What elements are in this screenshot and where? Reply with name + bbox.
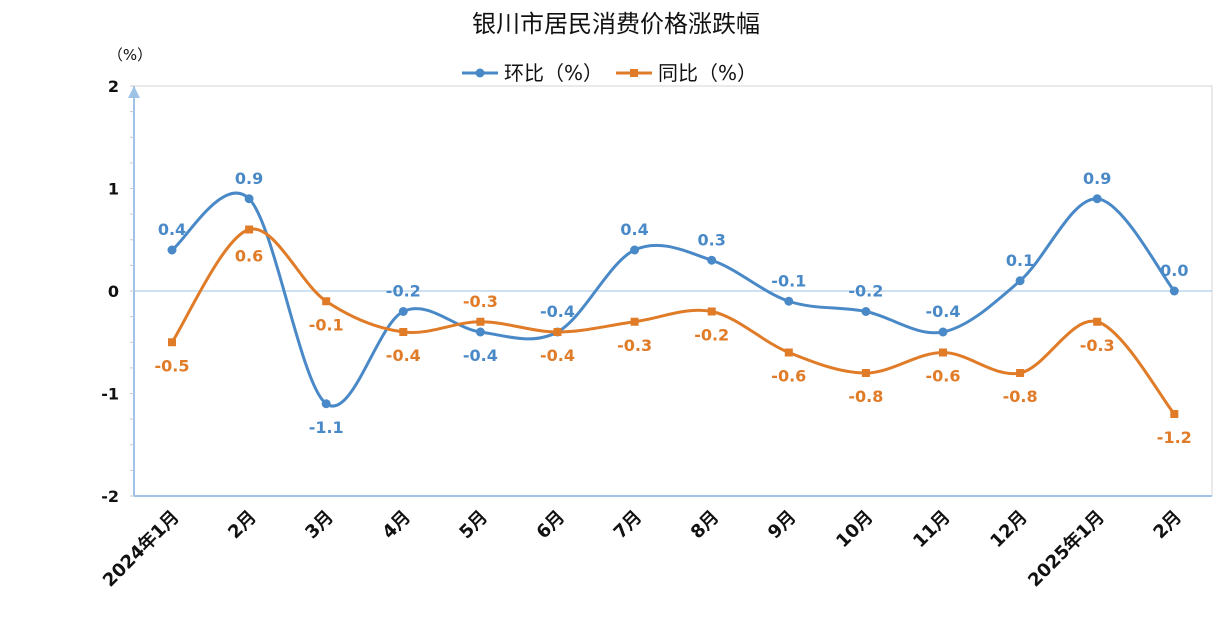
data-point [861, 369, 870, 377]
data-point [244, 194, 254, 204]
data-label: -0.4 [540, 346, 575, 365]
data-point [1016, 369, 1025, 377]
plot-area: 0.4 0.9 -1.1 -0.2 -0.4 -0.4 0.4 0.3 -0.1 -0.2 -0.4… [155, 169, 1192, 447]
data-label: -0.2 [386, 282, 421, 301]
data-point [784, 296, 794, 306]
data-point [861, 307, 871, 316]
data-label: -0.4 [926, 302, 961, 321]
legend-marker [630, 69, 638, 77]
y-axis-arrow [128, 86, 140, 98]
data-point [1170, 410, 1179, 418]
data-label: -0.8 [1003, 387, 1038, 406]
data-label: 0.0 [1160, 261, 1188, 280]
data-point [167, 245, 177, 255]
data-point [939, 348, 947, 357]
data-label: -0.1 [309, 315, 344, 334]
data-point [475, 327, 485, 337]
data-point [399, 328, 408, 336]
y-tick-label: -1 [101, 385, 119, 404]
legend: 环比（%） 同比（%） [462, 61, 757, 85]
data-label: 0.4 [158, 220, 186, 239]
data-point [168, 338, 176, 347]
data-label: -0.6 [926, 367, 961, 386]
data-label: -0.3 [1080, 336, 1115, 355]
legend-label: 同比（%） [658, 61, 757, 85]
data-label: -0.1 [771, 271, 806, 290]
data-point [1092, 194, 1102, 204]
data-point [321, 399, 331, 409]
data-point [938, 327, 948, 337]
data-point [553, 328, 562, 336]
chart-title: 银川市居民消费价格涨跌幅 [472, 10, 760, 38]
data-label: -0.6 [771, 367, 806, 386]
data-label: 0.3 [698, 230, 726, 249]
x-tick-label: 10月 [832, 507, 877, 552]
data-label: -0.3 [463, 292, 498, 311]
x-tick-label: 2月 [1149, 507, 1185, 543]
legend-label: 环比（%） [504, 61, 603, 85]
data-point [784, 348, 793, 357]
x-tick-label: 4月 [378, 507, 414, 543]
data-point [1093, 317, 1102, 326]
data-label: 0.9 [1083, 169, 1111, 188]
data-point [322, 297, 331, 306]
data-point [398, 307, 408, 316]
legend-item-tongbi: 同比（%） [616, 61, 757, 85]
data-label: -0.5 [155, 356, 190, 375]
data-label: -0.3 [617, 336, 652, 355]
data-label: -1.2 [1157, 428, 1192, 447]
x-tick-label: 12月 [986, 507, 1031, 552]
data-point [1169, 286, 1179, 296]
data-label: -1.1 [309, 418, 344, 437]
x-tick-label: 8月 [687, 507, 723, 543]
x-tick-label: 2月 [224, 507, 260, 543]
x-tick-label: 11月 [909, 507, 954, 552]
x-tick-label: 2024年1月 [98, 506, 183, 591]
y-axis-unit-label: （%） [108, 46, 152, 64]
data-label: 0.1 [1006, 251, 1034, 270]
x-tick-label: 2025年1月 [1023, 506, 1108, 591]
data-point [245, 225, 254, 234]
y-tick-label: 0 [108, 282, 119, 301]
x-tick-label: 5月 [455, 507, 491, 543]
data-point [1015, 276, 1025, 286]
data-label: -0.2 [848, 282, 883, 301]
x-tick-label: 6月 [533, 507, 569, 543]
series-tongbi: -0.5 0.6 -0.1 -0.4 -0.3 -0.4 -0.3 -0.2 -0.6 -0.8 -… [155, 225, 1192, 447]
x-tick-label: 3月 [301, 507, 337, 543]
data-label: -0.4 [386, 346, 421, 365]
data-point [630, 317, 639, 326]
legend-marker [475, 68, 485, 78]
y-tick-label: -2 [101, 487, 119, 506]
data-point [476, 317, 485, 326]
data-label: 0.4 [620, 220, 648, 239]
data-label: 0.9 [235, 169, 263, 188]
data-point [707, 307, 716, 316]
data-label: -0.2 [694, 326, 729, 345]
data-point [707, 255, 717, 265]
data-label: -0.4 [463, 346, 498, 365]
x-tick-label: 9月 [764, 507, 800, 543]
data-point [630, 245, 640, 255]
data-label: -0.8 [848, 387, 883, 406]
y-tick-label: 2 [108, 77, 119, 96]
y-tick-label: 1 [108, 180, 119, 199]
x-tick-label: 7月 [610, 507, 646, 543]
series-huanbi: 0.4 0.9 -1.1 -0.2 -0.4 -0.4 0.4 0.3 -0.1 -0.2 -0.4… [158, 169, 1189, 437]
data-label: 0.6 [235, 247, 263, 266]
legend-item-huanbi: 环比（%） [462, 61, 603, 85]
data-label: -0.4 [540, 302, 575, 321]
